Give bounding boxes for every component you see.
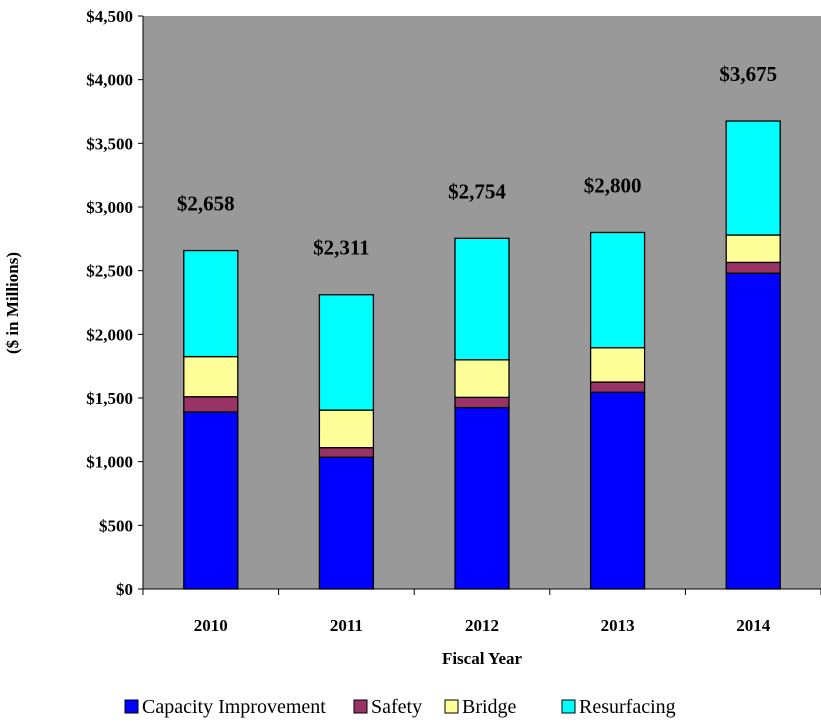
y-tick-label: $500 bbox=[99, 516, 133, 535]
y-tick-label: $3,000 bbox=[86, 198, 133, 217]
axes-layer bbox=[142, 16, 821, 590]
bar-segment bbox=[318, 447, 375, 458]
bar-segment bbox=[725, 234, 781, 264]
legend-label: Capacity Improvement bbox=[142, 696, 326, 718]
legend-label: Resurfacing bbox=[579, 696, 676, 718]
bar-segment bbox=[589, 231, 646, 349]
x-axis-title: Fiscal Year bbox=[442, 649, 523, 668]
bar-segment bbox=[454, 396, 510, 409]
y-tick-label: $3,500 bbox=[86, 134, 133, 153]
legend-label: Safety bbox=[371, 696, 422, 718]
bar-segment bbox=[725, 120, 781, 236]
y-tick-label: $2,500 bbox=[86, 262, 133, 281]
bar-total-label: $2,800 bbox=[584, 173, 642, 197]
bar-total-label: $2,311 bbox=[313, 236, 370, 260]
bar-total-label: $2,754 bbox=[448, 179, 506, 203]
bar-segment bbox=[183, 249, 239, 358]
y-tick-label: $1,000 bbox=[86, 453, 133, 472]
y-tick-label: $1,500 bbox=[86, 389, 133, 408]
y-axis-title: ($ in Millions) bbox=[3, 252, 22, 354]
bar-total-label: $3,675 bbox=[719, 62, 777, 86]
bar-segment bbox=[183, 355, 239, 398]
bar-segment bbox=[183, 411, 239, 590]
bar-segment bbox=[589, 391, 646, 590]
legend-swatch bbox=[124, 699, 139, 714]
bar-segment bbox=[318, 409, 375, 449]
y-ticks-layer: $0 $500 $1,000 $1,500 $2,000 $2,500 $3,000 $3,5… bbox=[86, 7, 143, 599]
y-tick-label: $0 bbox=[116, 580, 133, 599]
bar-segment bbox=[589, 347, 646, 383]
legend: Capacity Improvement Safety Bridge Resurfac… bbox=[124, 696, 676, 718]
y-tick-label: $4,500 bbox=[86, 7, 133, 26]
legend-swatch bbox=[444, 699, 459, 714]
x-tick-label: 2010 bbox=[194, 616, 228, 635]
total-labels-layer: $2,658 $2,311 $2,754 $2,800 $3,675 bbox=[177, 62, 777, 260]
legend-swatch bbox=[561, 699, 576, 714]
bar-segment bbox=[318, 294, 375, 411]
x-tick-label: 2012 bbox=[465, 616, 499, 635]
bar-segment bbox=[454, 237, 510, 361]
bar-segment bbox=[454, 406, 510, 590]
bar-segment bbox=[725, 272, 781, 590]
bars-layer bbox=[183, 120, 781, 590]
bar-segment bbox=[454, 359, 510, 399]
legend-label: Bridge bbox=[462, 696, 517, 718]
x-tick-label: 2014 bbox=[736, 616, 771, 635]
y-tick-label: $2,000 bbox=[86, 325, 133, 344]
bar-segment bbox=[318, 456, 375, 590]
bar-total-label: $2,658 bbox=[177, 192, 235, 216]
bar-segment bbox=[183, 396, 239, 413]
x-tick-label: 2011 bbox=[330, 616, 363, 635]
x-tick-label: 2013 bbox=[601, 616, 635, 635]
legend-swatch bbox=[353, 699, 368, 714]
bar-segment bbox=[589, 381, 646, 393]
y-tick-label: $4,000 bbox=[86, 71, 133, 90]
bar-segment bbox=[725, 261, 781, 274]
x-ticks-layer: 2010 2011 2012 2013 2014 bbox=[142, 589, 821, 635]
